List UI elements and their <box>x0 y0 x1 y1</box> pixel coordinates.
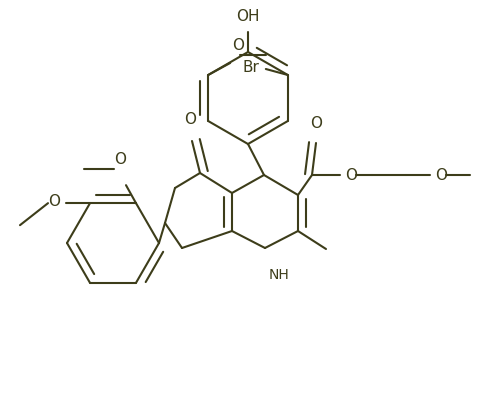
Text: Br: Br <box>243 60 260 75</box>
Text: O: O <box>310 116 322 131</box>
Text: NH: NH <box>269 268 290 282</box>
Text: O: O <box>345 168 357 183</box>
Text: O: O <box>232 38 244 53</box>
Text: O: O <box>184 112 196 127</box>
Text: O: O <box>114 152 126 167</box>
Text: OH: OH <box>236 9 260 24</box>
Text: O: O <box>48 194 60 209</box>
Text: O: O <box>435 168 447 183</box>
